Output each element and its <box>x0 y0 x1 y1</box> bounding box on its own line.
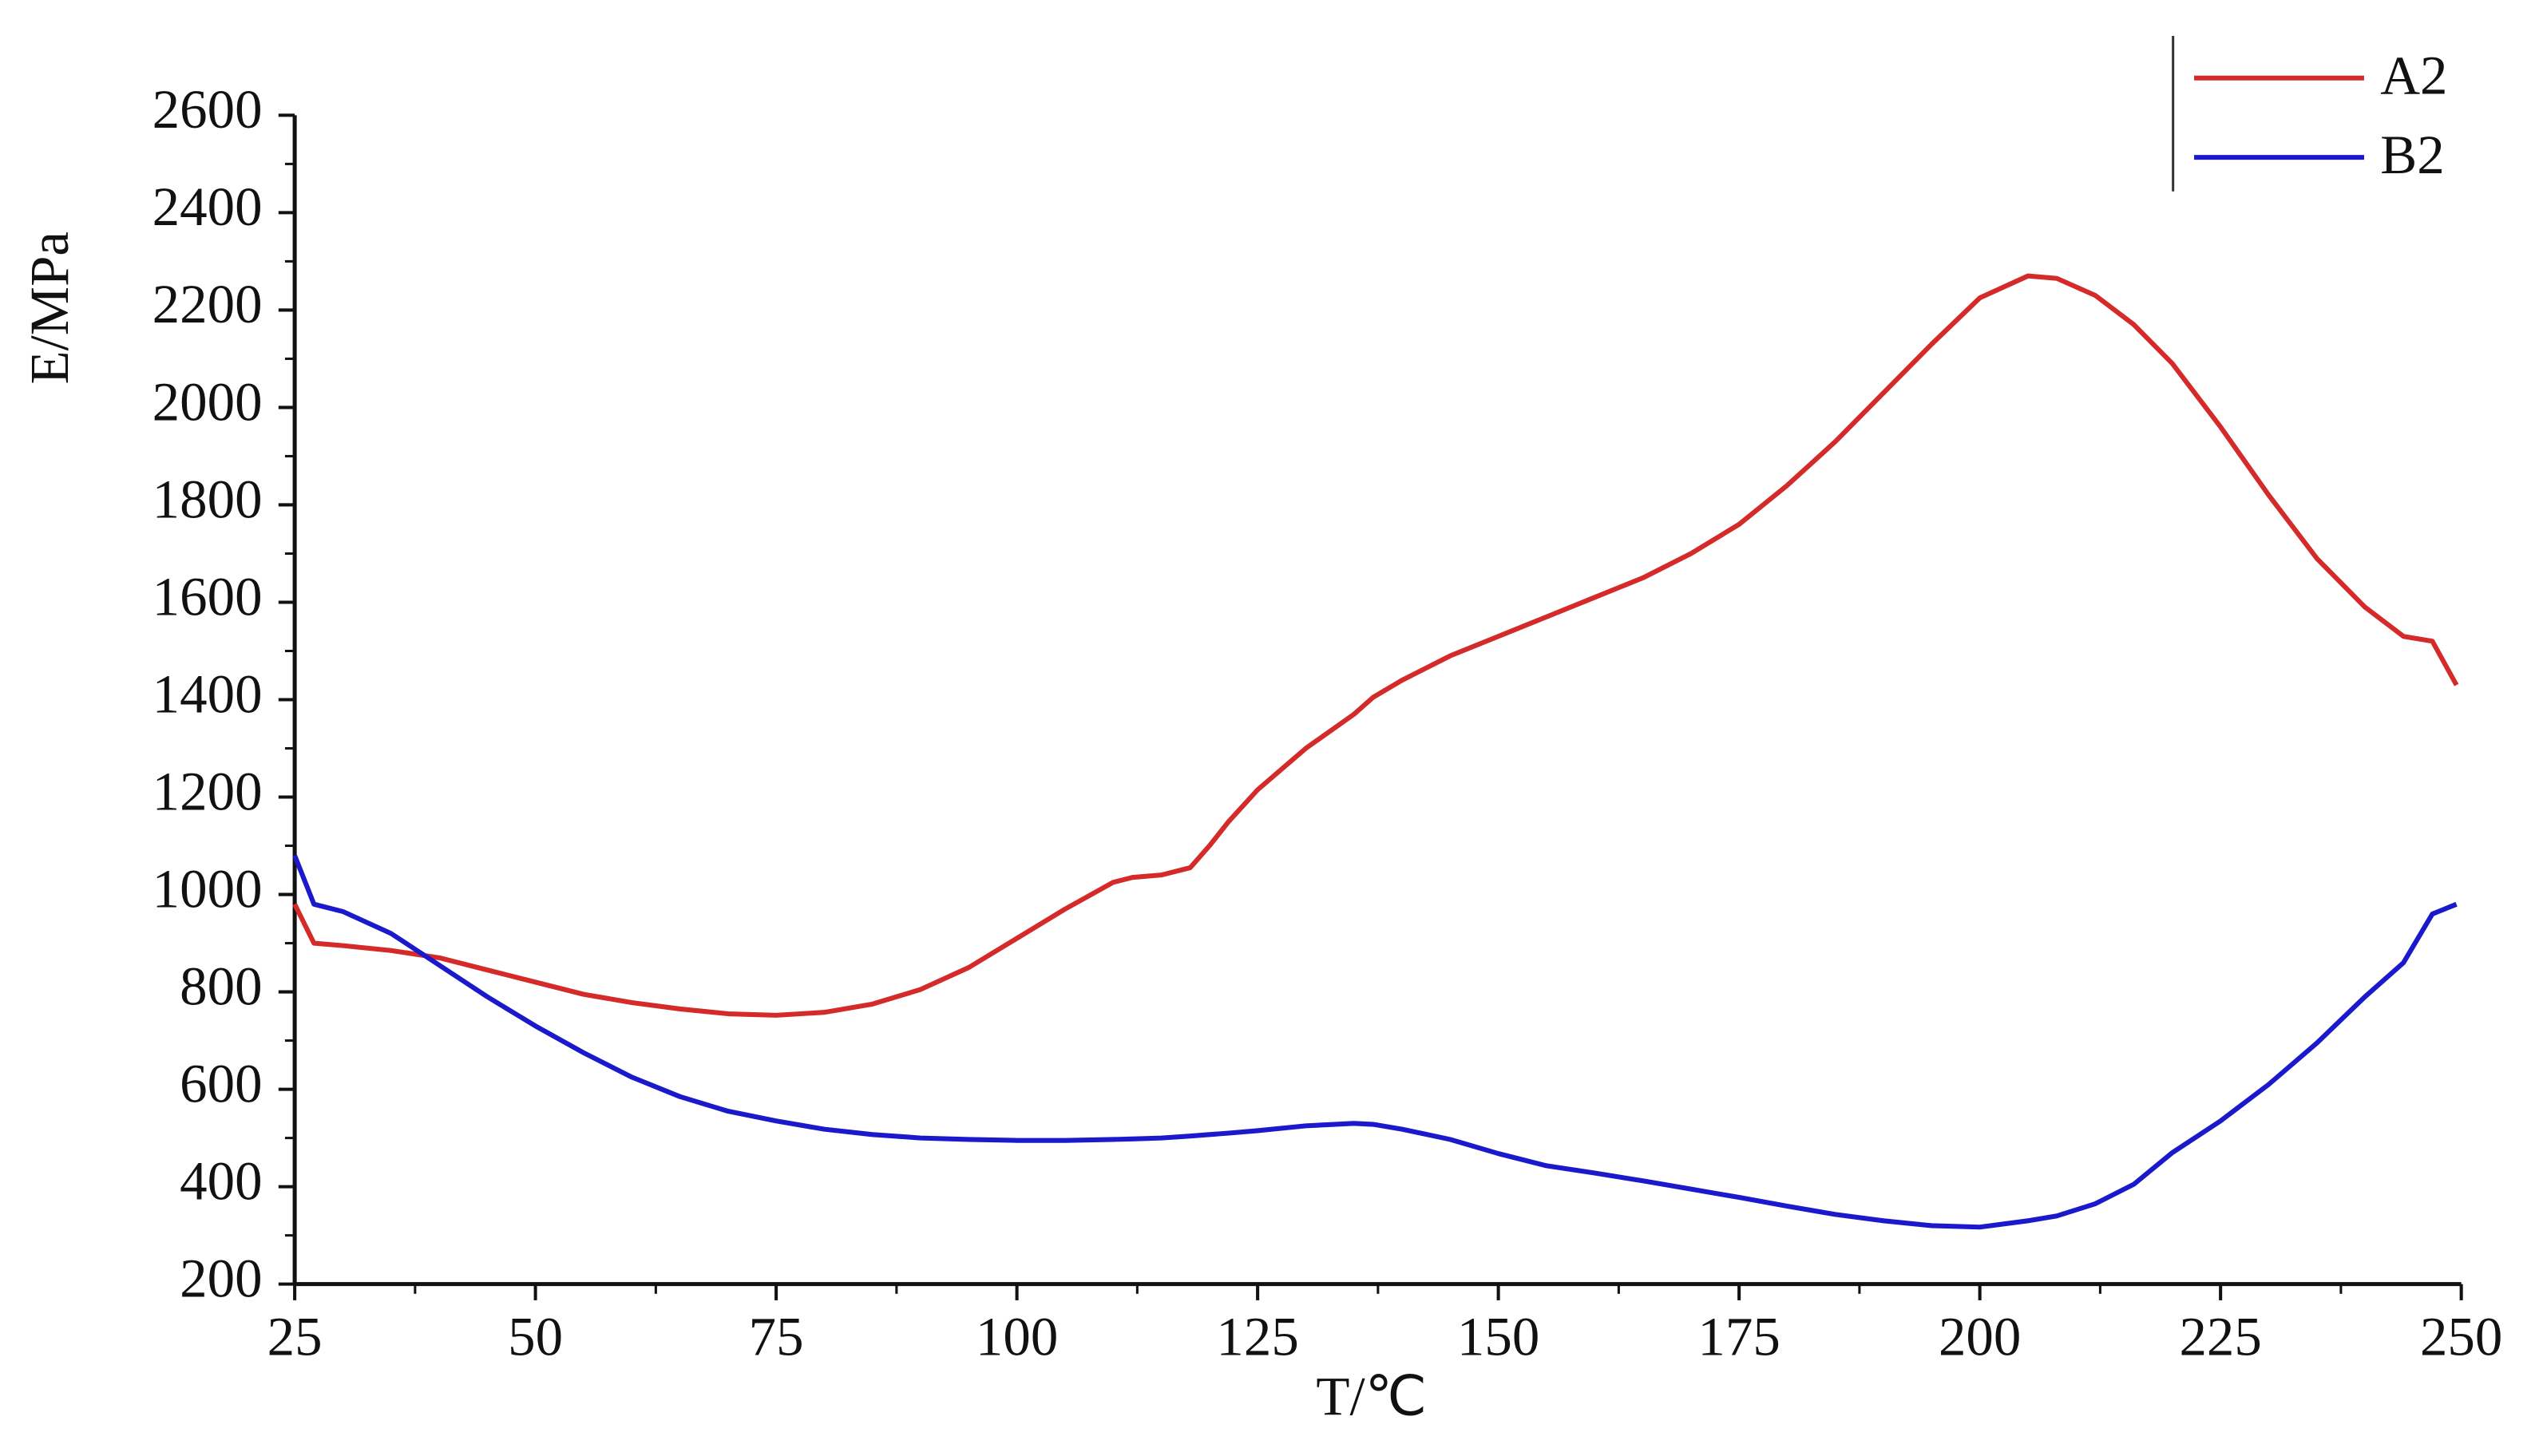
y-tick-label: 800 <box>180 956 262 1016</box>
x-tick-label: 175 <box>1697 1306 1780 1367</box>
x-tick-label: 100 <box>976 1306 1058 1367</box>
x-tick-label: 250 <box>2420 1306 2502 1367</box>
y-tick-label: 1200 <box>152 761 263 821</box>
x-tick-label: 50 <box>508 1306 563 1367</box>
y-tick-label: 2000 <box>152 371 263 432</box>
x-tick-label: 200 <box>1939 1306 2021 1367</box>
y-tick-label: 2400 <box>152 176 263 237</box>
legend-label: B2 <box>2380 125 2444 185</box>
y-tick-label: 1400 <box>152 663 263 724</box>
y-tick-label: 1000 <box>152 858 263 919</box>
y-tick-label: 600 <box>180 1053 262 1114</box>
x-tick-label: 75 <box>749 1306 804 1367</box>
x-tick-label: 25 <box>267 1306 323 1367</box>
y-tick-label: 2200 <box>152 274 263 334</box>
y-tick-label: 1800 <box>152 469 263 529</box>
y-tick-label: 2600 <box>152 79 263 140</box>
x-axis-title: T/℃ <box>1316 1367 1427 1427</box>
series-line <box>292 854 2458 1230</box>
x-tick-label: 225 <box>2179 1306 2261 1367</box>
series-line <box>292 273 2459 1018</box>
y-tick-label: 1600 <box>152 566 263 627</box>
y-tick-label: 200 <box>180 1248 262 1308</box>
y-tick-label: 400 <box>180 1150 262 1211</box>
legend-label: A2 <box>2380 46 2447 106</box>
x-tick-label: 150 <box>1457 1306 1539 1367</box>
x-tick-label: 125 <box>1216 1306 1298 1367</box>
y-axis-title: E/MPa <box>19 231 80 385</box>
